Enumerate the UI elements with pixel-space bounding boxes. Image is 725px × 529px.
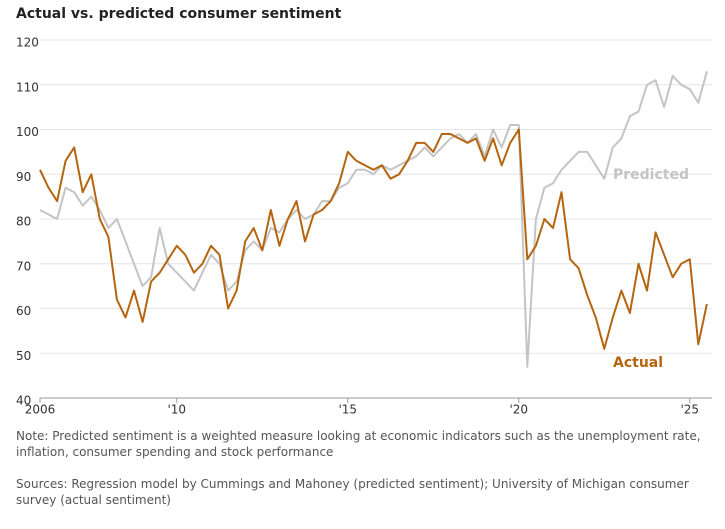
x-tick-label: '25 (680, 403, 699, 417)
series-label: Predicted (613, 167, 689, 183)
series-line (39, 71, 708, 368)
chart-title: Actual vs. predicted consumer sentiment (16, 6, 342, 22)
y-tick-label: 110 (16, 80, 39, 94)
y-tick-label: 90 (16, 170, 31, 184)
y-tick-label: 70 (16, 259, 31, 273)
y-tick-label: 100 (16, 125, 39, 139)
y-tick-label: 60 (16, 304, 31, 318)
y-tick-label: 40 (16, 394, 31, 408)
y-tick-label: 80 (16, 215, 31, 229)
source: Sources: Regression model by Cummings an… (16, 477, 689, 507)
series-label: Actual (613, 355, 663, 371)
note: Note: Predicted sentiment is a weighted … (16, 429, 701, 459)
x-tick-label: 2006 (25, 403, 56, 417)
x-tick-label: '10 (168, 403, 187, 417)
chart: 40 50 60 70 80 90 100 110 120 2006 '10 '15 '20 '25 Pre… (16, 36, 712, 417)
y-tick-label: 120 (16, 36, 39, 50)
x-tick-label: '15 (338, 403, 357, 417)
series-line (39, 128, 708, 350)
y-tick-label: 50 (16, 349, 31, 363)
x-tick-label: '20 (509, 403, 528, 417)
